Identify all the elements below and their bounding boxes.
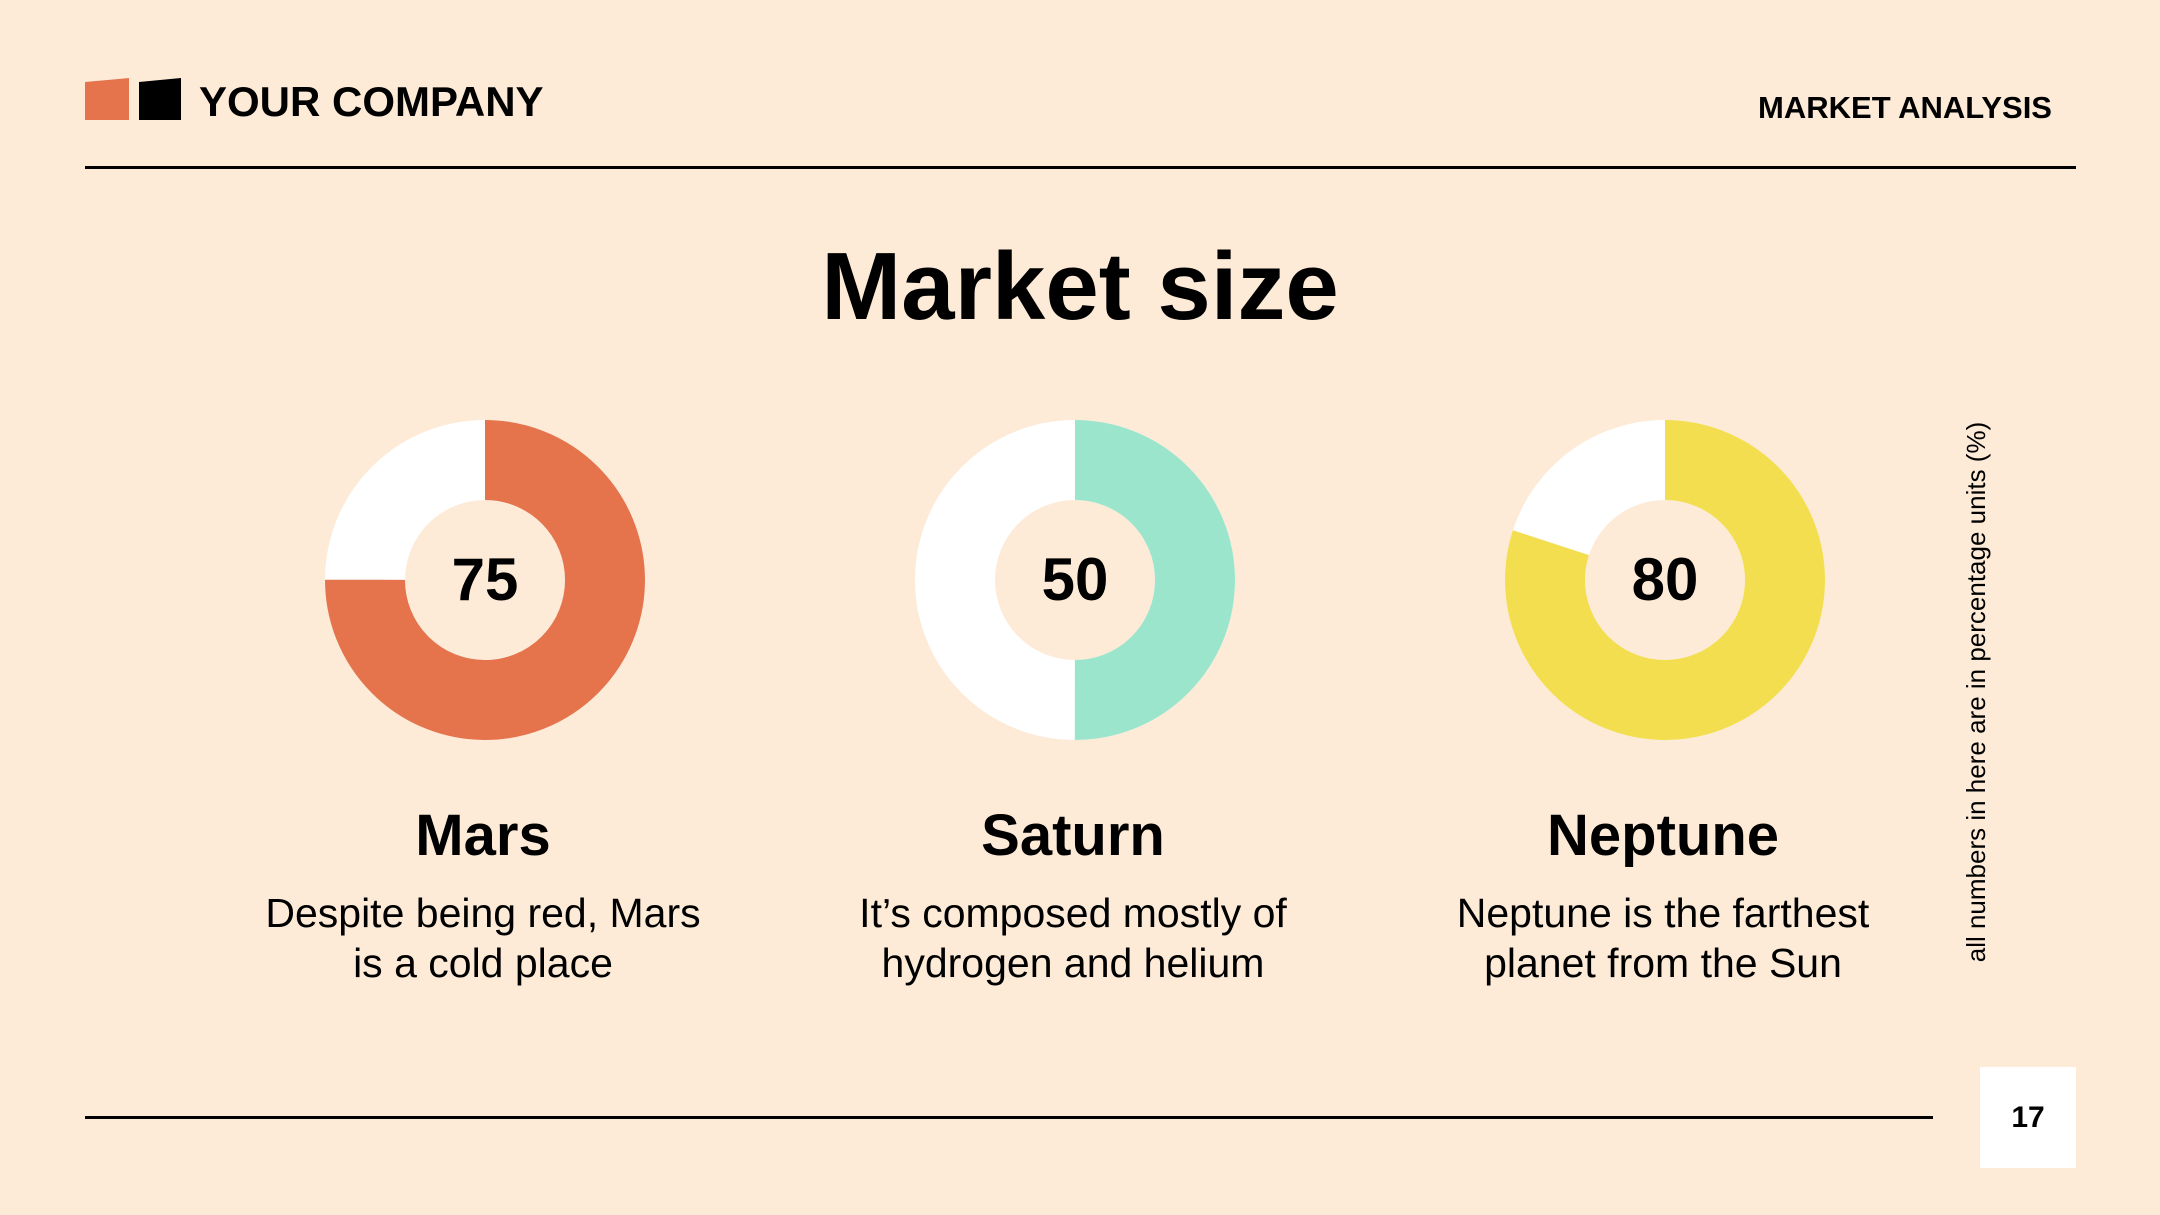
saturn-donut-chart — [915, 420, 1235, 740]
neptune-donut-chart — [1505, 420, 1825, 740]
page-title: Market size — [821, 233, 1339, 340]
section-label: MARKET ANALYSIS — [1758, 90, 2052, 125]
saturn-description: It’s composed mostly of hydrogen and hel… — [859, 890, 1287, 986]
company-logo-icon — [85, 78, 181, 120]
donut-value-arc — [915, 420, 1235, 740]
neptune-title: Neptune — [1547, 803, 1779, 868]
neptune-description: Neptune is the farthest planet from the … — [1456, 890, 1870, 986]
mars-description: Despite being red, Mars is a cold place — [265, 890, 701, 986]
header-divider — [85, 166, 2076, 169]
neptune-block: 80 Neptune Neptune is the farthest plane… — [1383, 420, 1943, 1000]
saturn-value: 50 — [1041, 546, 1109, 613]
saturn-block: 50 Saturn It’s composed mostly of hydrog… — [793, 420, 1353, 1000]
donut-value-arc — [325, 420, 645, 740]
saturn-title: Saturn — [981, 803, 1165, 868]
company-name: YOUR COMPANY — [199, 78, 544, 125]
mars-value: 75 — [451, 546, 519, 613]
footer-divider — [85, 1116, 1933, 1119]
mars-title: Mars — [415, 803, 551, 868]
units-note: all numbers in here are in percentage un… — [1961, 421, 1991, 963]
mars-donut-chart — [325, 420, 645, 740]
mars-block: 75 Mars Despite being red, Mars is a col… — [203, 420, 763, 1000]
page-number: 17 — [1980, 1067, 2076, 1168]
neptune-value: 80 — [1631, 546, 1699, 613]
donut-value-arc — [1505, 420, 1825, 740]
